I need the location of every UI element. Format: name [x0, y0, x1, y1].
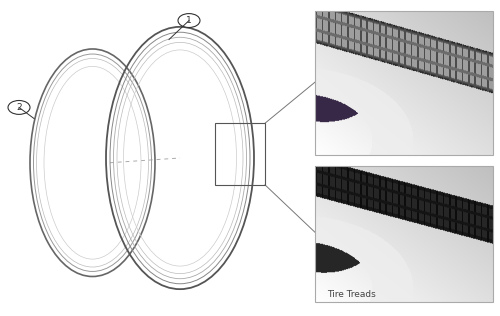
Circle shape — [178, 14, 200, 27]
Text: Tire Treads: Tire Treads — [328, 290, 376, 299]
Bar — [315, 166, 492, 302]
Text: 1: 1 — [186, 16, 192, 25]
Circle shape — [8, 100, 30, 114]
Bar — [215, 123, 265, 185]
Text: 2: 2 — [16, 103, 22, 112]
Bar — [315, 11, 492, 155]
